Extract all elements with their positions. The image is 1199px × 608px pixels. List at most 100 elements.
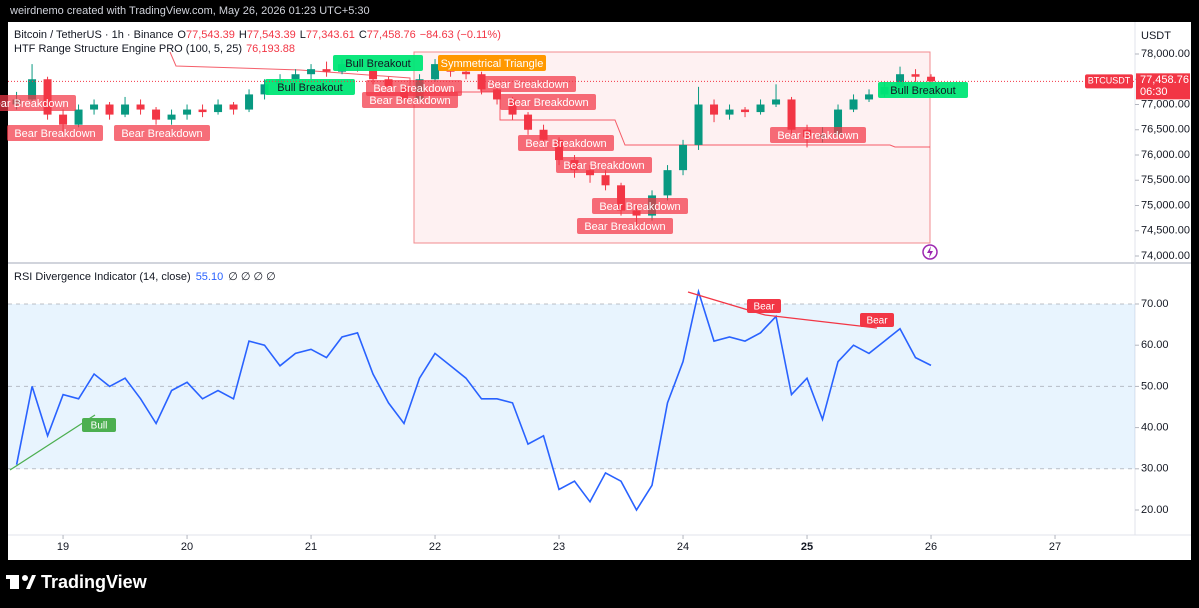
signal-label: Bear Breakdown — [525, 138, 606, 150]
candle-body — [183, 109, 192, 115]
divergence-label-box — [747, 299, 781, 313]
candle-body — [725, 109, 734, 115]
x-tick-label: 21 — [305, 541, 317, 553]
x-tick-label: 25 — [801, 541, 813, 553]
y-tick-label: 74,000.00 — [1141, 250, 1190, 262]
candle-body — [28, 79, 37, 100]
symbol-tag-box — [1085, 74, 1133, 89]
price-tag-box — [1136, 73, 1190, 100]
signal-label: Bear Breakdown — [507, 97, 588, 109]
candle-body — [756, 104, 765, 113]
ohlc-value: 77,458.76 — [367, 29, 416, 41]
signal-label-box — [480, 76, 576, 92]
axis-unit: USDT — [1141, 30, 1171, 42]
ohlc-key: O — [177, 29, 186, 41]
candle-body — [74, 109, 83, 125]
candle-body — [121, 104, 130, 115]
logo-mark — [22, 575, 28, 581]
candle-body — [911, 74, 920, 77]
signal-label-box — [770, 127, 866, 143]
candle-body — [679, 144, 688, 171]
y-tick-label: 20.00 — [1141, 504, 1169, 516]
candle-body — [524, 114, 533, 130]
indicator-legend: HTF Range Structure Engine PRO (100, 5, … — [14, 43, 295, 55]
symbol-tag: BTCUSDT — [1088, 76, 1131, 86]
signal-label: Bear Breakdown — [487, 79, 568, 91]
signal-label-box — [556, 157, 652, 173]
x-tick-label: 24 — [677, 541, 689, 553]
y-tick-label: 76,500.00 — [1141, 124, 1190, 136]
signal-label-box — [114, 125, 210, 141]
signal-label-box — [577, 218, 673, 234]
logo-mark — [6, 575, 19, 579]
signal-label: Bull Breakout — [345, 58, 410, 70]
ohlc-value: 77,343.61 — [306, 29, 355, 41]
y-tick-label: 77,000.00 — [1141, 98, 1190, 110]
x-tick-label: 20 — [181, 541, 193, 553]
candle-body — [663, 170, 672, 196]
candle-body — [694, 104, 703, 145]
signal-label: Bull Breakout — [277, 82, 342, 94]
x-tick-label: 27 — [1049, 541, 1061, 553]
signal-label: Bull Breakout — [890, 85, 955, 97]
legend: Bitcoin / TetherUS · 1h · Binance O77,543… — [14, 29, 501, 41]
y-tick-label: 75,000.00 — [1141, 199, 1190, 211]
candle-body — [710, 104, 719, 115]
y-tick-label: 75,500.00 — [1141, 174, 1190, 186]
candle-body — [834, 109, 843, 135]
candle-body — [136, 104, 145, 110]
candle-body — [617, 185, 626, 211]
ohlc-key: L — [300, 29, 306, 41]
price-countdown: 06:30 — [1140, 86, 1168, 98]
signal-label: Bear Breakdown — [373, 83, 454, 95]
rsi-name: RSI Divergence Indicator (14, close) — [14, 271, 191, 283]
divergence-label: Bull — [91, 421, 108, 432]
candle-body — [431, 64, 440, 80]
rsi-extra: ∅ ∅ ∅ ∅ — [228, 271, 276, 283]
candle-body — [260, 84, 269, 95]
y-tick-label: 76,000.00 — [1141, 149, 1190, 161]
candle-body — [229, 104, 238, 110]
signal-label-box — [0, 95, 76, 111]
candle-body — [865, 94, 874, 100]
watermark: weirdnemo created with TradingView.com, … — [9, 5, 370, 17]
brand: TradingView — [41, 572, 148, 592]
signal-label-box — [500, 94, 596, 110]
signal-label-box — [878, 82, 968, 98]
y-tick-label: 78,000.00 — [1141, 48, 1190, 60]
y-tick-label: 30.00 — [1141, 463, 1169, 475]
symbol: Bitcoin / TetherUS · 1h · Binance — [14, 29, 173, 41]
signal-label-box — [592, 198, 688, 214]
candle-body — [772, 99, 781, 105]
divergence-label-box — [82, 418, 116, 432]
indicator-value: 76,193.88 — [246, 43, 295, 55]
candle-body — [198, 109, 207, 113]
x-tick-label: 26 — [925, 541, 937, 553]
signal-label-box — [265, 79, 355, 95]
ohlc-key: H — [239, 29, 247, 41]
candle-body — [787, 99, 796, 130]
x-tick-label: 22 — [429, 541, 441, 553]
divergence-label: Bear — [753, 302, 775, 313]
logo-mark — [26, 575, 36, 589]
divergence-label: Bear — [866, 316, 888, 327]
divergence-label-box — [860, 313, 894, 327]
candle-body — [322, 69, 331, 72]
ohlc-key: C — [359, 29, 367, 41]
divergence-line — [9, 414, 96, 471]
candle-body — [152, 109, 161, 120]
candle-body — [291, 74, 300, 80]
divergence-line — [764, 314, 878, 329]
candle-body — [167, 114, 176, 120]
candle-body — [741, 109, 750, 113]
candle-body — [927, 76, 936, 82]
signal-label: Bear Breakdown — [369, 95, 450, 107]
rsi-legend: RSI Divergence Indicator (14, close) 55.1… — [14, 271, 276, 283]
y-tick-label: 40.00 — [1141, 422, 1169, 434]
signal-label: Bear Breakdown — [599, 201, 680, 213]
candle-body — [369, 66, 378, 80]
candle-body — [90, 104, 99, 110]
candle-body — [214, 104, 223, 113]
signal-label-box — [333, 55, 423, 71]
